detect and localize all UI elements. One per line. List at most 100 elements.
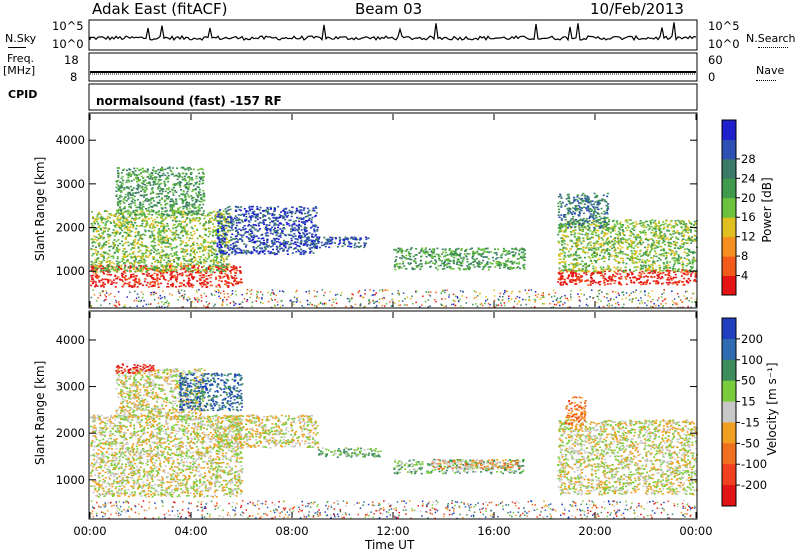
data-cell	[213, 256, 216, 259]
data-cell	[623, 271, 626, 273]
data-cell	[187, 210, 190, 212]
data-cell	[181, 216, 184, 218]
data-cell	[318, 241, 321, 243]
data-cell	[207, 246, 210, 248]
data-cell	[132, 171, 135, 174]
data-cell	[180, 181, 183, 184]
data-cell	[173, 266, 176, 269]
data-cell	[184, 270, 187, 272]
data-cell	[271, 252, 274, 254]
data-cell	[104, 252, 106, 254]
data-cell	[100, 279, 103, 282]
data-cell	[663, 226, 666, 229]
data-cell	[687, 227, 690, 229]
data-cell	[270, 228, 273, 230]
data-cell	[437, 255, 440, 257]
data-cell	[270, 220, 273, 223]
data-cell	[497, 262, 500, 265]
data-cell	[399, 247, 402, 250]
data-cell	[422, 252, 425, 254]
data-cell	[200, 272, 202, 274]
data-cell	[225, 212, 228, 215]
data-cell	[244, 232, 247, 234]
data-cell	[188, 285, 191, 288]
data-cell	[355, 245, 358, 248]
data-cell	[192, 241, 195, 243]
data-cell	[236, 241, 239, 243]
data-cell	[218, 279, 221, 282]
data-cell	[234, 235, 237, 238]
data-cell	[412, 255, 415, 258]
data-cell	[231, 251, 234, 253]
data-cell	[183, 259, 186, 262]
data-cell	[144, 216, 147, 218]
data-cell	[233, 217, 236, 220]
data-cell	[683, 270, 686, 272]
data-cell	[516, 258, 519, 260]
data-cell	[128, 180, 131, 183]
data-cell	[145, 248, 148, 251]
data-cell	[221, 276, 224, 279]
data-cell	[638, 261, 641, 263]
data-cell	[280, 215, 283, 217]
data-cell	[294, 241, 297, 243]
data-cell	[185, 242, 188, 244]
data-cell	[240, 234, 243, 237]
data-cell	[171, 249, 174, 251]
data-cell	[310, 221, 313, 224]
data-cell	[284, 208, 287, 210]
data-cell	[633, 282, 636, 284]
data-cell	[477, 263, 480, 265]
data-cell	[262, 239, 265, 242]
data-cell	[123, 242, 126, 245]
data-cell	[660, 254, 663, 257]
data-cell	[196, 263, 199, 265]
data-cell	[250, 250, 253, 253]
data-cell	[405, 254, 408, 257]
data-cell	[294, 220, 297, 222]
data-cell	[312, 246, 315, 248]
data-cell	[138, 216, 141, 219]
data-cell	[170, 214, 173, 217]
nsky-trace	[89, 22, 697, 42]
data-cell	[110, 280, 113, 283]
data-cell	[646, 248, 649, 251]
data-cell	[142, 203, 145, 206]
data-cell	[145, 246, 148, 248]
data-cell	[147, 207, 150, 209]
data-cell	[226, 267, 228, 269]
data-cell	[446, 266, 449, 269]
data-cell	[484, 263, 487, 266]
data-cell	[170, 238, 173, 241]
data-cell	[214, 242, 216, 244]
data-cell	[671, 282, 674, 285]
data-cell	[275, 216, 278, 219]
data-cell	[625, 270, 627, 273]
data-cell	[140, 182, 143, 184]
data-cell	[471, 255, 474, 258]
data-cell	[110, 274, 113, 276]
data-cell	[292, 248, 295, 250]
data-cell	[643, 261, 646, 264]
data-cell	[432, 250, 434, 253]
data-cell	[123, 187, 126, 189]
data-cell	[121, 285, 124, 288]
data-cell	[265, 243, 268, 246]
data-cell	[192, 278, 195, 280]
data-cell	[128, 281, 131, 284]
data-cell	[323, 243, 326, 246]
data-cell	[154, 172, 157, 174]
data-cell	[280, 211, 283, 213]
data-cell	[141, 269, 144, 271]
data-cell	[560, 281, 562, 284]
data-cell	[353, 244, 356, 246]
data-cell	[676, 242, 679, 244]
data-cell	[154, 266, 157, 269]
data-cell	[124, 275, 127, 277]
data-cell	[288, 224, 291, 227]
data-cell	[111, 266, 114, 268]
data-cell	[165, 214, 168, 216]
data-cell	[216, 237, 219, 239]
data-cell	[149, 283, 151, 286]
data-cell	[155, 253, 158, 255]
